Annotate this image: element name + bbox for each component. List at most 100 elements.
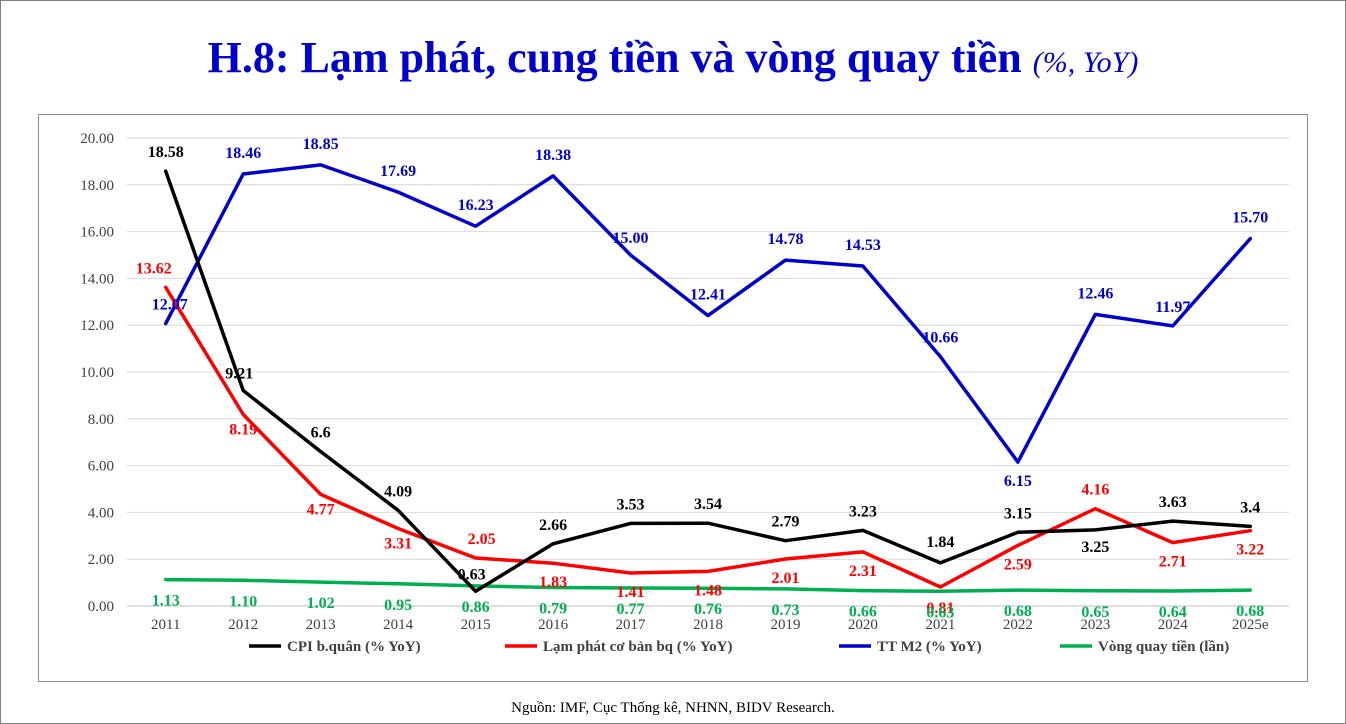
data-label: 0.63	[926, 604, 954, 621]
data-label: 0.65	[1081, 604, 1109, 621]
data-label: 3.53	[617, 496, 645, 513]
data-label: 3.22	[1236, 542, 1264, 559]
data-label: 12.41	[690, 287, 726, 304]
data-label: 8.19	[229, 421, 257, 438]
x-tick-label: 2016	[538, 617, 569, 633]
chart-title-main: H.8: Lạm phát, cung tiền và vòng quay ti…	[207, 33, 1022, 82]
x-tick-label: 2012	[228, 617, 258, 633]
legend-label: Vòng quay tiền (lần)	[1098, 639, 1229, 655]
data-label: 18.58	[148, 144, 184, 161]
y-tick-label: 16.00	[80, 225, 114, 241]
data-label: 0.73	[771, 602, 799, 619]
data-label: 0.95	[384, 597, 412, 614]
x-tick-label: 2022	[1003, 617, 1033, 633]
data-label: 1.48	[694, 582, 722, 599]
data-label: 18.38	[535, 147, 571, 164]
data-label: 10.66	[922, 330, 958, 347]
chart-title-unit: (%, YoY)	[1032, 46, 1139, 79]
x-tick-label: 2018	[693, 617, 723, 633]
y-tick-label: 10.00	[80, 365, 114, 381]
y-tick-label: 8.00	[88, 412, 114, 428]
data-label: 17.69	[380, 163, 416, 180]
source-note: Nguồn: IMF, Cục Thống kê, NHNN, BIDV Res…	[511, 700, 835, 716]
data-label: 12.46	[1077, 285, 1113, 302]
y-tick-label: 4.00	[88, 505, 114, 521]
data-label: 14.78	[767, 231, 803, 248]
x-tick-label: 2024	[1158, 617, 1189, 633]
data-label: 11.97	[1155, 299, 1190, 316]
data-label: 0.81	[926, 600, 954, 617]
x-tick-label: 2015	[461, 617, 491, 633]
data-label: 3.23	[849, 503, 877, 520]
series-line	[163, 285, 1253, 589]
data-label: 2.01	[771, 570, 799, 587]
chart-title: H.8: Lạm phát, cung tiền và vòng quay ti…	[0, 30, 1346, 91]
data-label: 15.00	[613, 230, 649, 247]
data-label: 4.16	[1081, 482, 1109, 499]
data-label: 3.25	[1081, 539, 1109, 556]
legend-label: TT M2 (% YoY)	[877, 639, 982, 655]
data-label: 0.63	[458, 566, 486, 583]
data-label: 1.13	[152, 593, 180, 610]
x-tick-label: 2021	[925, 617, 955, 633]
x-tick-label: 2020	[848, 617, 878, 633]
x-tick-label: 2019	[770, 617, 800, 633]
legend-label: Lạm phát cơ bản bq (% YoY)	[543, 639, 732, 655]
data-label: 0.79	[539, 601, 567, 618]
x-tick-label: 2025e	[1232, 617, 1269, 633]
data-label: 14.53	[845, 237, 881, 254]
data-label: 1.02	[307, 595, 335, 612]
x-tick-label: 2014	[383, 617, 414, 633]
data-label: 16.23	[458, 197, 494, 214]
data-label: 6.15	[1004, 473, 1032, 490]
series-line	[163, 163, 1253, 464]
data-label: 2.59	[1004, 556, 1032, 573]
data-label: 15.70	[1232, 210, 1268, 227]
data-label: 18.46	[225, 145, 261, 162]
data-label: 3.15	[1004, 505, 1032, 522]
data-label: 4.77	[307, 501, 335, 518]
data-label: 13.62	[136, 260, 172, 277]
y-tick-label: 6.00	[88, 459, 114, 475]
data-label: 0.68	[1004, 603, 1032, 620]
y-tick-label: 2.00	[88, 552, 114, 568]
data-label: 9.21	[225, 365, 253, 382]
data-label: 1.41	[617, 584, 645, 601]
data-label: 3.4	[1240, 499, 1260, 516]
y-tick-label: 14.00	[80, 271, 114, 287]
data-label: 0.66	[849, 604, 877, 621]
x-tick-label: 2013	[306, 617, 336, 633]
data-label: 0.86	[462, 599, 490, 616]
data-label: 0.77	[617, 601, 645, 618]
data-label: 0.68	[1236, 603, 1264, 620]
data-label: 12.07	[152, 297, 188, 314]
data-label: 18.85	[303, 136, 339, 153]
data-label: 6.6	[311, 425, 331, 442]
data-label: 1.83	[539, 574, 567, 591]
x-tick-label: 2011	[151, 617, 180, 633]
data-label: 3.63	[1159, 494, 1187, 511]
line-chart: 0.00 2.00 4.00 6.00 8.00 10.00 12.00 14.00 16.00…	[80, 131, 1289, 655]
data-label: 0.76	[694, 601, 722, 618]
legend-label: CPI b.quân (% YoY)	[287, 639, 421, 655]
chart-area: 0.00 2.00 4.00 6.00 8.00 10.00 12.00 14.00 16.00…	[38, 114, 1308, 682]
data-label: 1.84	[926, 534, 954, 551]
data-label: 2.71	[1159, 554, 1187, 571]
data-label: 2.31	[849, 563, 877, 580]
data-label: 3.31	[384, 536, 412, 553]
y-tick-label: 20.00	[80, 131, 114, 147]
x-tick-label: 2023	[1080, 617, 1110, 633]
series-line	[163, 577, 1253, 594]
y-tick-label: 12.00	[80, 318, 114, 334]
data-label: 2.05	[468, 531, 496, 548]
series-line	[163, 169, 1253, 594]
data-label: 4.09	[384, 483, 412, 500]
y-tick-label: 0.00	[88, 599, 114, 615]
data-label: 3.54	[694, 496, 722, 513]
data-label: 2.79	[771, 514, 799, 531]
data-label: 0.64	[1159, 604, 1187, 621]
data-label: 1.10	[229, 593, 257, 610]
x-tick-label: 2017	[616, 617, 647, 633]
data-label: 2.66	[539, 517, 567, 534]
y-tick-label: 18.00	[80, 178, 114, 194]
